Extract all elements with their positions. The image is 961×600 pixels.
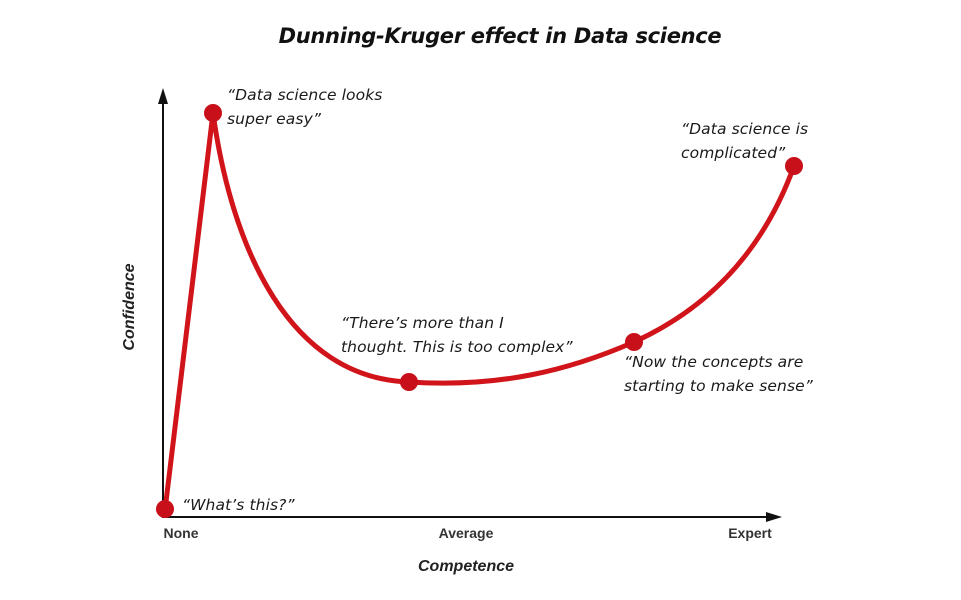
confidence-curve — [162, 110, 797, 513]
y-axis-arrow-icon — [158, 88, 168, 104]
x-axis-label: Competence — [417, 558, 515, 575]
x-tick-average: Average — [438, 525, 494, 541]
annotation-start: “What’s this?” — [182, 496, 295, 514]
point-valley — [400, 373, 418, 391]
y-axis-label: Confidence — [121, 263, 138, 351]
point-start — [156, 500, 174, 518]
annotation-rising: “Now the concepts are starting to make s… — [624, 353, 813, 395]
y-axis — [158, 88, 168, 518]
point-rising — [625, 333, 643, 351]
x-tick-none: None — [163, 525, 199, 541]
x-axis — [162, 512, 782, 522]
annotation-peak: “Data science looks super easy” — [227, 86, 383, 128]
x-tick-expert: Expert — [728, 525, 772, 541]
annotation-expert: “Data science is complicated” — [681, 120, 809, 162]
point-peak — [204, 104, 222, 122]
annotation-valley: “There’s more than I thought. This is to… — [341, 314, 573, 356]
x-axis-arrow-icon — [766, 512, 782, 522]
point-expert — [785, 157, 803, 175]
chart-title: Dunning-Kruger effect in Data science — [278, 24, 722, 48]
